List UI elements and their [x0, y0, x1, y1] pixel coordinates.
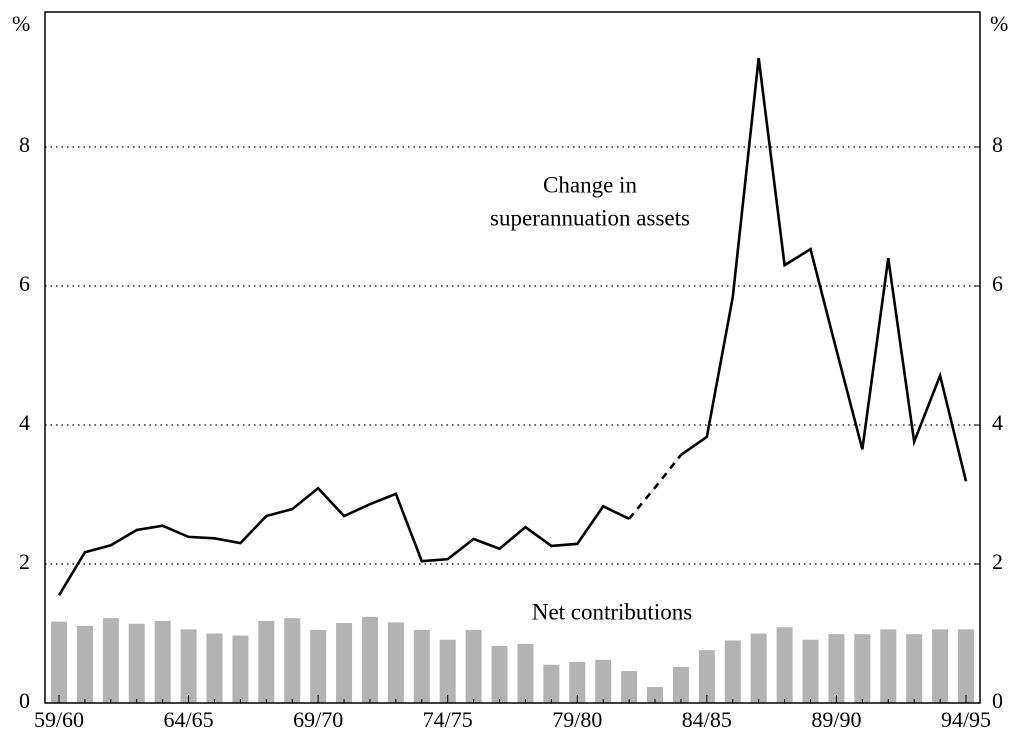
x-tick-label: 89/90: [811, 707, 861, 732]
y-tick-label: 6: [19, 271, 30, 296]
y2-tick-label: 2: [992, 549, 1003, 574]
y2-tick-label: 4: [992, 410, 1003, 435]
bar: [672, 666, 689, 703]
y2-tick-label: 0: [992, 688, 1003, 713]
bar: [232, 635, 249, 703]
annotation: superannuation assets: [490, 205, 690, 230]
bar: [387, 622, 404, 703]
y2-unit: %: [990, 11, 1008, 36]
y2-tick-label: 8: [992, 132, 1003, 157]
annotation: Change in: [543, 172, 637, 197]
bar: [310, 630, 327, 703]
bar: [932, 629, 949, 703]
bar: [543, 664, 560, 703]
bar: [51, 621, 67, 703]
bar: [180, 629, 197, 703]
y-tick-label: 8: [19, 132, 30, 157]
x-tick-label: 59/60: [34, 707, 84, 732]
bar: [361, 616, 378, 703]
annotation: Net contributions: [532, 599, 692, 624]
bar: [154, 620, 171, 703]
bar: [880, 629, 897, 703]
y-tick-label: 4: [19, 410, 30, 435]
bar: [102, 618, 119, 703]
bar: [413, 630, 430, 703]
bar: [854, 634, 871, 703]
line: [680, 57, 968, 482]
bar: [439, 639, 456, 703]
bar: [336, 623, 353, 703]
x-tick-label: 79/80: [552, 707, 602, 732]
y-unit: %: [12, 11, 30, 36]
x-tick-label: 84/85: [682, 707, 732, 732]
y-tick-label: 2: [19, 549, 30, 574]
line: [628, 454, 682, 520]
y-tick-label: 0: [19, 688, 30, 713]
bar: [128, 623, 145, 703]
bar: [750, 633, 767, 703]
bar: [284, 618, 301, 703]
bar: [828, 634, 845, 703]
bar: [595, 659, 612, 703]
plot-frame: [44, 11, 981, 704]
bar: [958, 629, 974, 703]
bar: [906, 634, 923, 703]
x-tick-label: 64/65: [164, 707, 214, 732]
bar: [465, 630, 482, 703]
bar: [206, 633, 223, 703]
bar: [491, 646, 508, 703]
x-tick-label: 69/70: [293, 707, 343, 732]
bar: [621, 671, 638, 703]
bar: [258, 620, 275, 703]
bar: [776, 627, 793, 703]
bar: [76, 625, 93, 703]
x-tick-label: 94/95: [941, 707, 991, 732]
bar: [802, 639, 819, 703]
x-tick-label: 74/75: [423, 707, 473, 732]
bar: [569, 661, 586, 703]
y2-tick-label: 6: [992, 271, 1003, 296]
bar: [724, 640, 741, 703]
line: [57, 486, 630, 596]
bar: [698, 650, 715, 703]
bar: [647, 687, 664, 703]
bar: [517, 643, 534, 703]
